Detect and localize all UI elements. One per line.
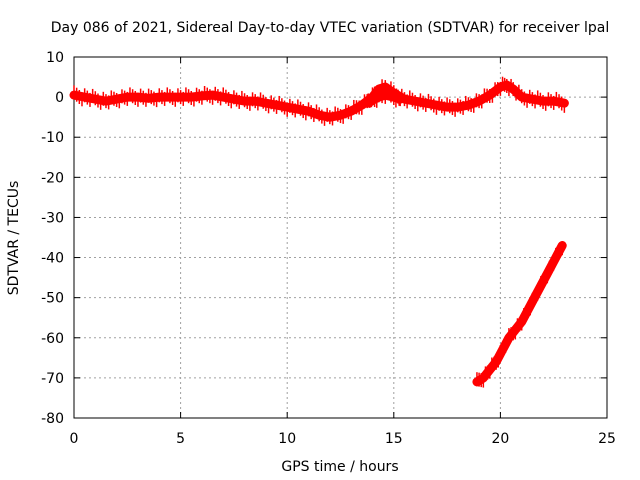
x-tick-label: 5 xyxy=(176,431,185,447)
y-tick-label: -30 xyxy=(41,210,64,226)
y-tick-label: -80 xyxy=(41,411,64,427)
y-axis-ticks: 10 0 -10 -20 -30 -40 -50 -60 -70 -80 xyxy=(41,50,607,427)
y-tick-label: -60 xyxy=(41,331,64,347)
x-tick-label: 20 xyxy=(491,431,509,447)
y-axis-label: SDTVAR / TECUs xyxy=(6,181,22,296)
y-tick-label: -10 xyxy=(41,130,64,146)
y-tick-label: -20 xyxy=(41,170,64,186)
chart-title: Day 086 of 2021, Sidereal Day-to-day VTE… xyxy=(51,20,609,36)
series-descending-tail xyxy=(472,241,567,388)
y-tick-label: -70 xyxy=(41,371,64,387)
plot-area-border xyxy=(73,56,608,419)
series-main-band xyxy=(69,76,569,126)
grid xyxy=(74,57,607,418)
x-tick-label: 0 xyxy=(70,431,79,447)
x-axis-ticks: 0 5 10 15 20 25 xyxy=(70,57,616,447)
data-points xyxy=(69,76,569,388)
y-tick-label: -50 xyxy=(41,291,64,307)
x-tick-label: 25 xyxy=(598,431,616,447)
y-tick-label: 10 xyxy=(46,50,64,66)
x-axis-label: GPS time / hours xyxy=(281,459,398,475)
x-tick-label: 10 xyxy=(278,431,296,447)
y-tick-label: 0 xyxy=(55,90,64,106)
series-secondary-branch xyxy=(363,86,405,108)
y-tick-label: -40 xyxy=(41,251,64,267)
x-tick-label: 15 xyxy=(385,431,403,447)
